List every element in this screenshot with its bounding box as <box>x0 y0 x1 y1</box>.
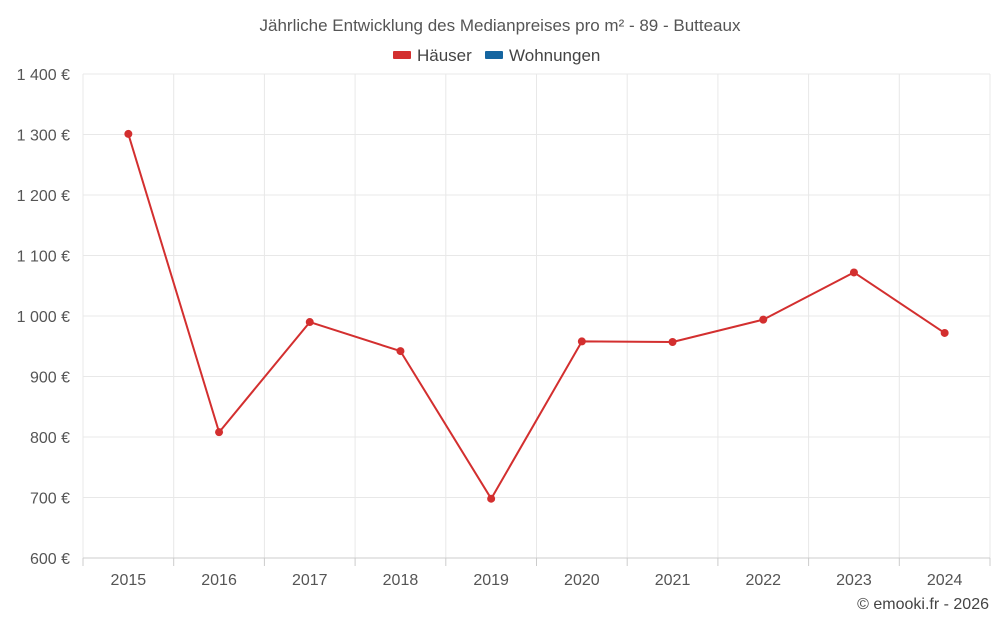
x-tick-label: 2023 <box>836 572 872 589</box>
y-tick-label: 1 100 € <box>17 249 70 266</box>
legend-label-haeuser: Häuser <box>417 46 472 65</box>
x-tick-label: 2021 <box>655 572 691 589</box>
legend-item-wohnungen[interactable]: Wohnungen <box>485 46 600 65</box>
x-tick-label: 2022 <box>745 572 781 589</box>
y-tick-label: 1 300 € <box>17 128 70 145</box>
data-point[interactable] <box>940 328 949 337</box>
y-tick-label: 1 000 € <box>17 309 70 326</box>
legend-label-wohnungen: Wohnungen <box>509 46 600 65</box>
x-tick-label: 2018 <box>383 572 419 589</box>
data-point[interactable] <box>396 347 405 356</box>
y-axis-ticks: 600 € 700 € 800 € 900 € 1 000 € 1 100 € 1 200 … <box>17 67 70 568</box>
legend-swatch-wohnungen <box>485 51 503 59</box>
data-point[interactable] <box>759 315 768 324</box>
y-tick-label: 700 € <box>30 491 70 508</box>
data-point[interactable] <box>577 337 586 346</box>
data-point[interactable] <box>124 129 133 138</box>
y-tick-label: 900 € <box>30 370 70 387</box>
data-point[interactable] <box>487 494 496 503</box>
x-axis-ticks: 2015 2016 2017 2018 2019 2020 2021 2022 2023 2024 <box>111 572 963 589</box>
x-tick-label: 2020 <box>564 572 600 589</box>
y-tick-label: 1 400 € <box>17 67 70 84</box>
legend-item-haeuser[interactable]: Häuser <box>393 46 472 65</box>
y-tick-label: 800 € <box>30 430 70 447</box>
series-line-0 <box>127 133 946 500</box>
data-point[interactable] <box>668 338 677 347</box>
x-tick-label: 2015 <box>111 572 147 589</box>
legend: Häuser Wohnungen <box>393 46 600 65</box>
grid <box>82 73 991 566</box>
chart-title: Jährliche Entwicklung des Medianpreises … <box>260 16 741 35</box>
x-tick-label: 2024 <box>927 572 963 589</box>
series-layer <box>124 129 949 503</box>
legend-swatch-haeuser <box>393 51 411 59</box>
data-point[interactable] <box>305 318 314 327</box>
credit-text: © emooki.fr - 2026 <box>857 596 989 613</box>
y-tick-label: 600 € <box>30 551 70 568</box>
data-point[interactable] <box>849 268 858 277</box>
x-tick-label: 2017 <box>292 572 328 589</box>
x-tick-label: 2016 <box>201 572 237 589</box>
y-tick-label: 1 200 € <box>17 188 70 205</box>
x-tick-label: 2019 <box>473 572 509 589</box>
data-point[interactable] <box>215 428 224 437</box>
